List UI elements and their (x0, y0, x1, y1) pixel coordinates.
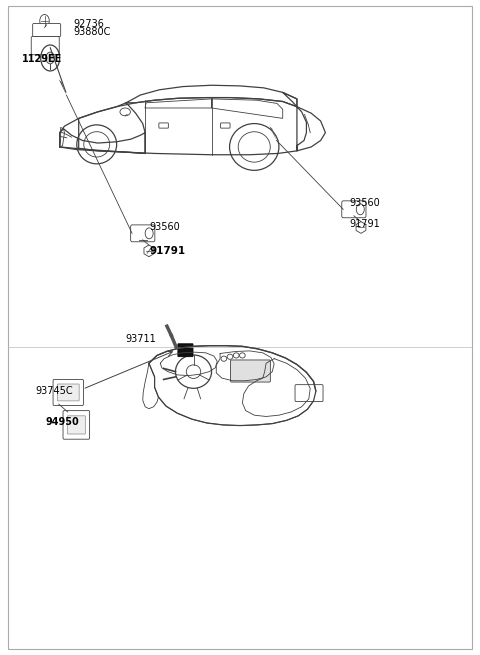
Text: 93880C: 93880C (73, 27, 110, 37)
Circle shape (46, 52, 55, 64)
Text: 93560: 93560 (150, 222, 180, 232)
Text: 93711: 93711 (125, 334, 156, 344)
FancyBboxPatch shape (31, 37, 59, 55)
FancyBboxPatch shape (63, 411, 90, 440)
FancyBboxPatch shape (33, 24, 60, 37)
FancyBboxPatch shape (131, 225, 155, 242)
Text: 1129EE: 1129EE (22, 54, 62, 64)
Polygon shape (269, 126, 276, 140)
FancyBboxPatch shape (220, 123, 230, 128)
Text: 92736: 92736 (73, 19, 104, 29)
FancyBboxPatch shape (178, 344, 193, 357)
FancyBboxPatch shape (57, 384, 79, 401)
Text: 94950: 94950 (46, 417, 79, 426)
Text: 93560: 93560 (349, 198, 380, 208)
FancyBboxPatch shape (53, 379, 84, 405)
Text: 93745C: 93745C (35, 386, 72, 396)
FancyBboxPatch shape (159, 123, 168, 128)
Polygon shape (59, 79, 66, 95)
Polygon shape (170, 334, 177, 348)
Text: 91791: 91791 (349, 219, 380, 229)
FancyBboxPatch shape (295, 384, 323, 402)
FancyBboxPatch shape (342, 201, 366, 217)
Text: 91791: 91791 (150, 246, 186, 256)
FancyBboxPatch shape (67, 416, 85, 434)
FancyBboxPatch shape (230, 360, 270, 382)
